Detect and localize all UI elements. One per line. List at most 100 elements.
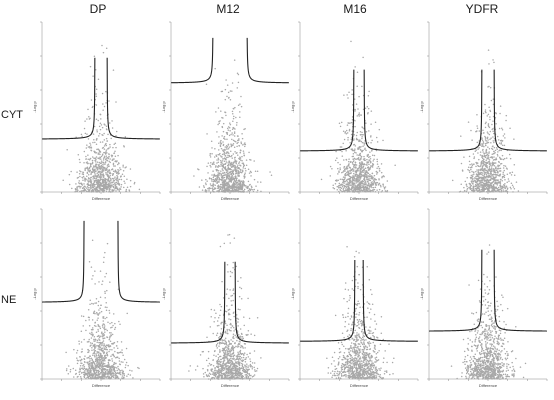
data-point [102, 103, 104, 105]
data-point [488, 186, 490, 189]
data-point [86, 368, 88, 371]
data-point [117, 154, 119, 157]
data-point [106, 178, 108, 181]
data-point [235, 179, 238, 182]
data-point [235, 178, 238, 180]
data-point [93, 138, 95, 141]
data-point [345, 189, 347, 191]
data-point [96, 339, 99, 342]
data-point [216, 342, 219, 345]
data-point [365, 122, 367, 124]
data-point [492, 173, 495, 175]
data-point [231, 128, 234, 130]
data-point [96, 172, 98, 175]
data-point [105, 309, 108, 312]
data-point [361, 141, 364, 144]
data-point [371, 149, 373, 151]
data-point [97, 173, 100, 176]
data-point [359, 134, 362, 136]
data-point [345, 183, 347, 185]
data-point [362, 133, 364, 136]
data-point [128, 189, 130, 191]
data-point [203, 375, 205, 378]
data-point [355, 134, 358, 137]
data-point [115, 146, 117, 149]
data-point [213, 174, 216, 176]
data-point [338, 190, 340, 193]
data-point [233, 369, 235, 372]
data-point [100, 155, 103, 158]
data-point [363, 174, 365, 176]
data-point [89, 163, 92, 166]
data-point [495, 167, 497, 170]
data-point [89, 183, 92, 186]
data-point [96, 313, 98, 315]
data-point [102, 178, 105, 181]
data-point [218, 149, 220, 151]
data-point [100, 355, 103, 358]
data-point [485, 173, 488, 176]
data-point [355, 169, 357, 171]
data-point [86, 144, 88, 146]
data-point [78, 172, 81, 175]
data-point [493, 141, 495, 144]
data-point [491, 157, 494, 159]
data-point [103, 334, 105, 337]
data-point [80, 170, 82, 173]
data-point [488, 168, 490, 171]
data-point [99, 270, 102, 272]
data-point [210, 184, 212, 187]
data-point [129, 168, 132, 170]
data-point [100, 342, 102, 345]
data-point [105, 173, 107, 175]
data-point [369, 157, 372, 160]
data-point [493, 188, 495, 190]
data-point [238, 364, 241, 367]
data-point [101, 165, 104, 168]
data-point [76, 171, 78, 173]
data-point [359, 148, 362, 151]
data-point [353, 182, 355, 184]
data-point [81, 135, 83, 138]
data-point [339, 167, 341, 169]
data-point [92, 169, 95, 172]
data-point [77, 189, 79, 191]
data-point [223, 152, 225, 155]
data-point [226, 182, 228, 185]
data-point [94, 321, 97, 324]
data-point [491, 145, 494, 148]
data-point [495, 157, 497, 159]
data-point [334, 159, 337, 162]
data-point [353, 189, 355, 191]
data-point [487, 86, 489, 88]
data-point [104, 365, 106, 367]
data-point [483, 152, 485, 155]
data-point [106, 289, 108, 292]
data-point [236, 190, 238, 192]
data-point [502, 171, 504, 174]
data-point [219, 188, 222, 191]
data-point [347, 164, 350, 166]
data-point [220, 173, 222, 175]
data-point [219, 152, 221, 155]
data-point [341, 150, 343, 153]
data-point [488, 133, 491, 136]
data-point [475, 170, 477, 173]
data-point [220, 139, 222, 142]
data-point [93, 151, 96, 154]
data-point [75, 136, 77, 138]
data-point [224, 146, 227, 148]
data-point [95, 371, 98, 373]
data-point [233, 357, 235, 360]
data-point [233, 185, 235, 187]
data-point [101, 44, 103, 47]
data-point [228, 175, 231, 178]
data-point [253, 178, 256, 181]
data-point [95, 369, 98, 371]
data-point [123, 145, 125, 147]
data-point [222, 185, 225, 187]
data-point [110, 370, 113, 372]
data-point [95, 152, 98, 154]
data-point [469, 171, 471, 173]
data-point [215, 345, 218, 347]
